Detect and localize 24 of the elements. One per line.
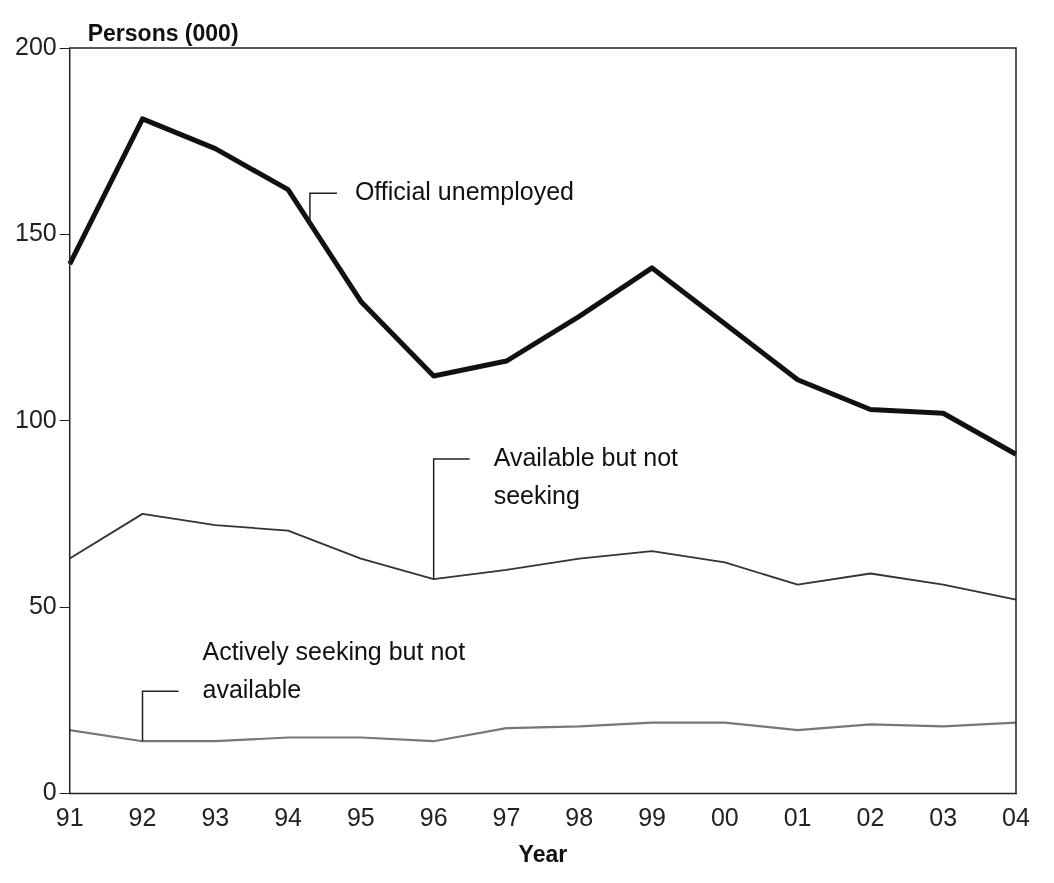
- x-tick-label: 03: [929, 803, 958, 832]
- x-tick-label: 99: [638, 803, 666, 832]
- series-label: Official unemployed: [354, 177, 575, 206]
- x-tick-label: 95: [346, 803, 375, 832]
- x-tick-label: 93: [201, 803, 230, 832]
- x-tick-label: 94: [274, 803, 303, 832]
- series-label: Actively seeking but not available: [202, 637, 466, 704]
- x-tick-label: 97: [492, 803, 521, 832]
- x-tick-label: 00: [710, 803, 739, 832]
- x-tick-label: 04: [1002, 803, 1030, 832]
- x-axis-title: Year: [518, 840, 568, 867]
- y-axis-title: Persons (000): [87, 19, 239, 46]
- x-tick-label: 02: [856, 803, 885, 832]
- y-tick-label: 0: [42, 777, 57, 806]
- x-tick-label: 98: [565, 803, 594, 832]
- x-tick-label: 91: [55, 803, 84, 832]
- y-tick-label: 200: [14, 31, 57, 60]
- y-tick-label: 100: [14, 404, 57, 433]
- y-tick-label: 150: [14, 218, 57, 247]
- x-tick-label: 96: [419, 803, 448, 832]
- x-tick-label: 92: [128, 803, 157, 832]
- series-label: Available but not seeking: [493, 442, 679, 509]
- x-tick-label: 01: [783, 803, 812, 832]
- y-tick-label: 50: [28, 590, 57, 619]
